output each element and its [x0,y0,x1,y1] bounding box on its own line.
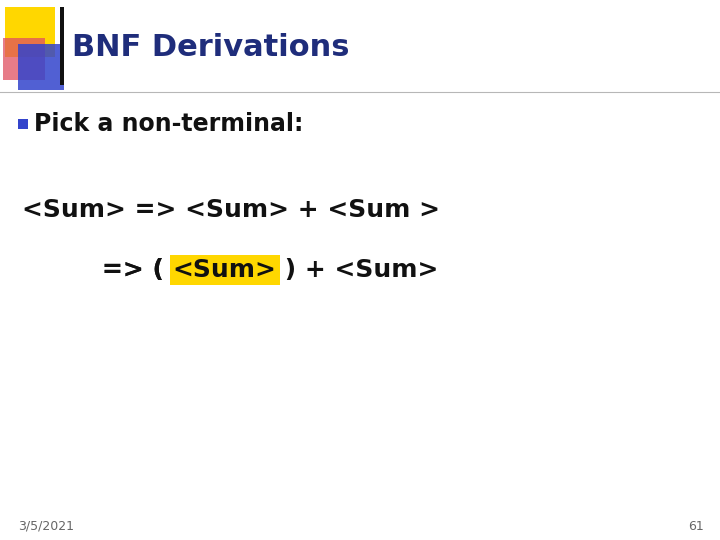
Text: => (: => ( [102,258,173,282]
Bar [5,7,55,57]
Text: BNF Derivations: BNF Derivations [72,32,349,62]
Text: ) + <Sum>: ) + <Sum> [276,258,439,282]
Text: => (: => ( [102,258,173,282]
Bar [3,38,45,80]
Text: <Sum>: <Sum> [173,258,276,282]
Text: <Sum> => <Sum> + <Sum >: <Sum> => <Sum> + <Sum > [22,198,440,222]
Text: 61: 61 [688,519,704,532]
Bar [60,7,64,85]
Text: Pick a non-terminal:: Pick a non-terminal: [34,112,303,136]
Text: 3/5/2021: 3/5/2021 [18,519,74,532]
Bar [18,44,64,90]
Bar [18,119,28,129]
